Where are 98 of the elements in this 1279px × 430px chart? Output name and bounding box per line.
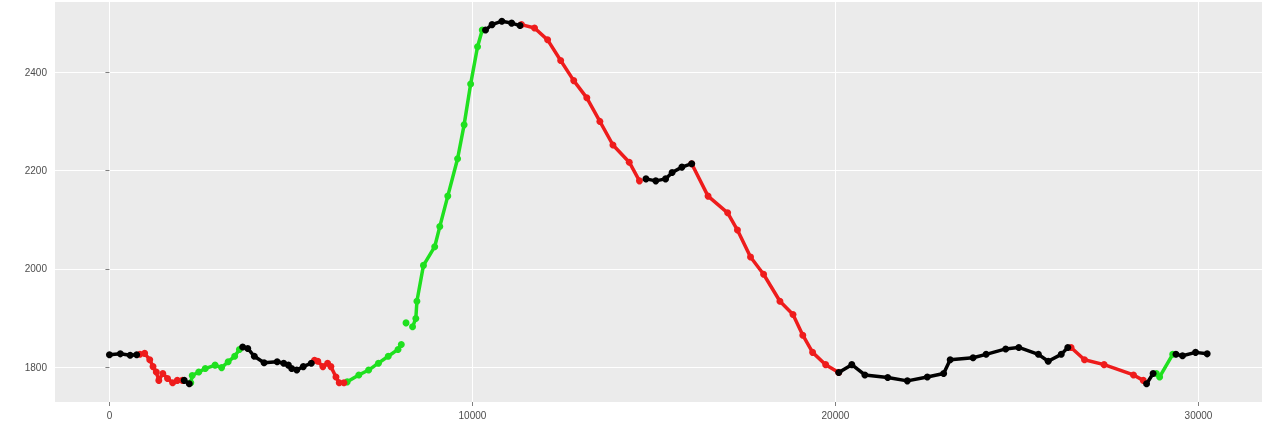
point [776,297,784,305]
point [799,331,807,339]
point [488,21,496,29]
point [384,352,392,360]
point [1034,350,1042,358]
x-tick-label: 20000 [821,409,850,421]
point [201,365,209,373]
point [409,323,417,331]
point [544,36,552,44]
point [498,17,506,25]
y-tick-label: 2400 [24,66,48,78]
point [1143,380,1151,388]
point [583,94,591,102]
point [467,80,475,88]
point [146,356,154,364]
point [155,376,163,384]
point [903,377,911,385]
point [141,349,149,357]
point [1100,361,1108,369]
point [444,192,452,200]
point [152,368,160,376]
point [355,371,363,379]
point [374,359,382,367]
x-tick-label: 0 [106,409,113,421]
point [211,361,219,369]
point [982,350,990,358]
point [1057,350,1065,358]
point [570,77,578,85]
point [482,26,490,34]
point [789,311,797,319]
point [1002,345,1010,353]
point [474,43,482,51]
point [1192,348,1200,356]
point [244,344,252,352]
point [1156,373,1164,381]
point [319,363,327,371]
point [454,155,462,163]
point [116,350,124,358]
point [126,351,134,359]
point [365,366,373,374]
point [625,158,633,166]
point [105,351,113,359]
point [307,359,315,367]
point [299,363,307,371]
point [668,169,676,177]
point [412,314,420,322]
point [188,371,196,379]
point [760,270,768,278]
x-tick-label: 10000 [458,409,487,421]
point [809,348,817,356]
point [149,363,157,371]
point [1130,371,1137,379]
point [164,374,172,382]
point [1044,357,1052,365]
x-tick-label: 30000 [1184,409,1213,421]
point [460,121,468,129]
point [159,370,167,377]
point [224,358,232,366]
point [1179,352,1186,360]
point [884,373,892,381]
point [413,297,421,305]
point [557,56,565,64]
point [652,177,660,185]
point [1081,356,1088,364]
point [861,371,869,379]
point [724,209,732,217]
point [218,364,226,372]
point [848,361,856,369]
point [940,370,948,377]
point [1203,350,1211,358]
point [293,366,301,374]
point [327,363,335,371]
point [946,356,954,364]
point [969,354,977,362]
point [822,361,830,369]
point [394,345,402,353]
point [635,177,643,185]
point [436,223,444,231]
point [431,243,439,251]
point [1015,343,1023,351]
point [662,175,670,183]
point [923,373,931,381]
point [273,358,281,366]
point [250,352,258,360]
point [747,253,755,261]
y-tick-label: 2000 [24,263,48,275]
y-tick-label: 1800 [24,361,48,373]
point [733,226,741,234]
point [596,117,604,125]
point [397,341,405,348]
point [419,261,427,269]
point [260,359,268,367]
point [678,163,686,171]
point [195,368,203,376]
point [531,24,539,32]
point [231,352,239,360]
y-tick-label: 2200 [24,165,48,177]
point [508,19,516,27]
